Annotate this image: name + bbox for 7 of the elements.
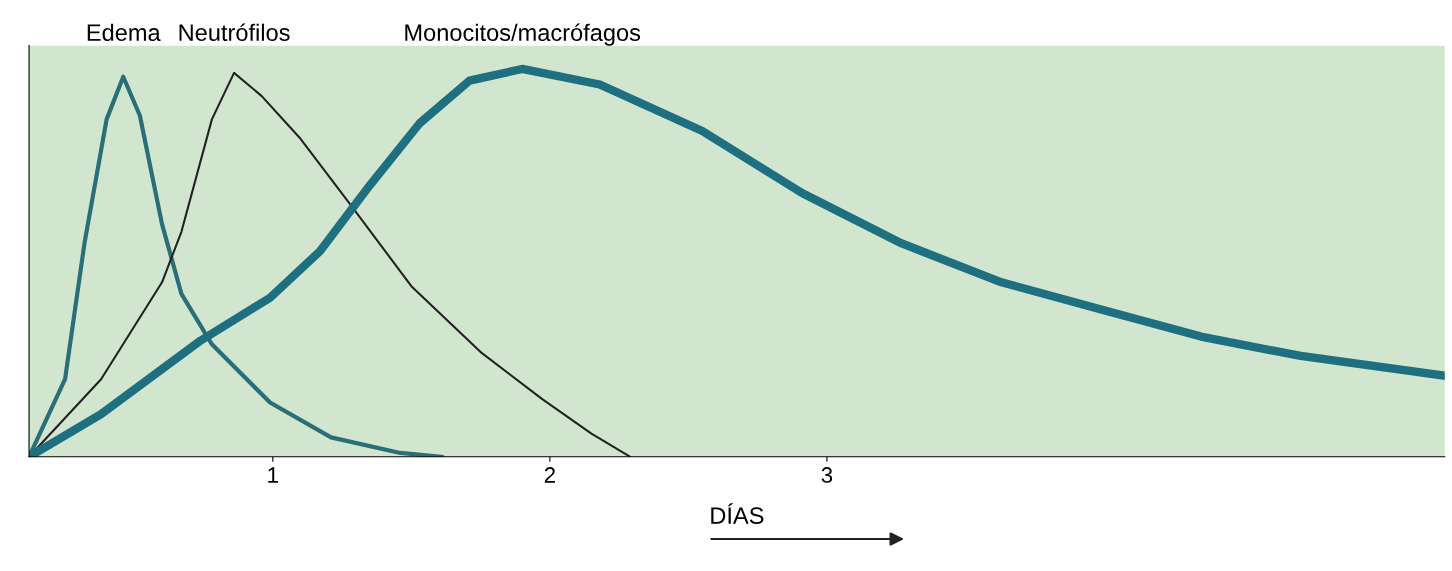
x-axis-title: DÍAS <box>711 503 764 525</box>
series-label: Monocitos/macrófagos <box>405 23 641 46</box>
series-label: Edema <box>87 23 161 42</box>
x-tick-label: 2 <box>544 467 555 483</box>
x-tick-label: 1 <box>268 467 278 483</box>
series-label: Neutrófilos <box>179 23 290 42</box>
x-tick-label: 3 <box>821 467 833 483</box>
